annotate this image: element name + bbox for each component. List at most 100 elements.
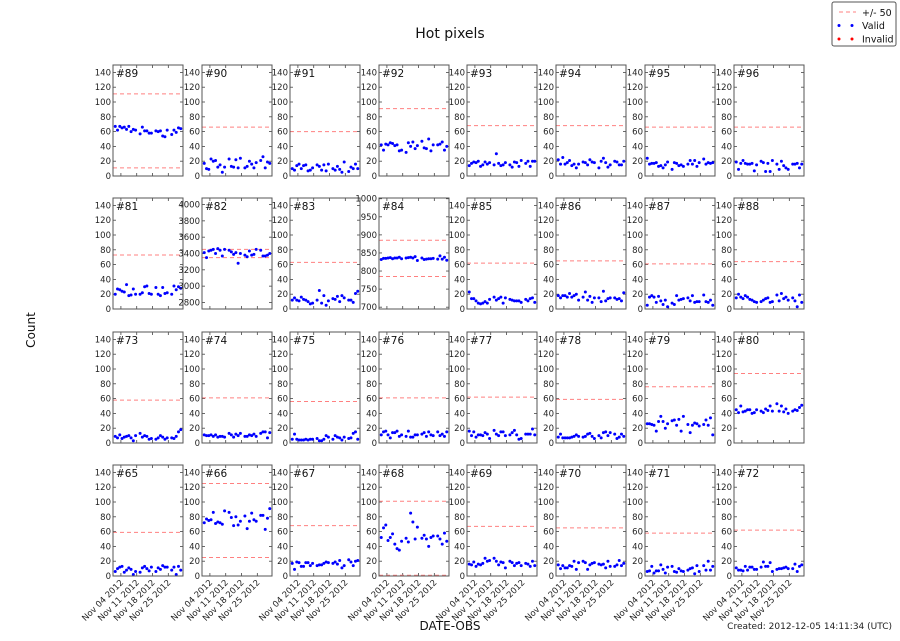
y-tick-label: 120: [95, 83, 111, 93]
y-tick-label: 0: [372, 172, 377, 182]
y-tick-label: 40: [100, 142, 111, 152]
data-point: [400, 433, 404, 437]
panel-background: [556, 65, 626, 176]
data-point: [236, 434, 240, 438]
data-point: [793, 562, 797, 566]
legend-label-valid: Valid: [862, 21, 885, 32]
y-tick-label: 0: [549, 572, 554, 582]
y-tick-label: 120: [184, 350, 200, 360]
data-point: [503, 566, 507, 570]
data-point: [570, 564, 574, 568]
panel-88: 0 20 40 60 80 100 120 140 #88: [716, 197, 805, 315]
data-point: [791, 162, 795, 166]
panel-label: #88: [737, 201, 759, 213]
y-tick-label: 0: [549, 439, 554, 449]
data-point: [223, 247, 227, 251]
data-point: [677, 567, 681, 571]
data-point: [622, 291, 626, 295]
y-tick-label: 800: [361, 267, 377, 277]
data-point: [429, 257, 433, 261]
data-point: [163, 565, 167, 569]
data-point: [619, 163, 623, 167]
data-point: [681, 570, 685, 574]
data-point: [613, 296, 617, 300]
data-point: [488, 437, 492, 441]
data-point: [770, 570, 774, 574]
data-point: [338, 300, 342, 304]
data-point: [397, 255, 401, 259]
data-point: [165, 565, 169, 569]
data-point: [672, 161, 676, 165]
data-point: [526, 562, 530, 566]
data-point: [411, 520, 415, 524]
y-tick-label: 60: [454, 395, 465, 405]
data-point: [586, 567, 590, 571]
y-tick-label: 60: [100, 261, 111, 271]
data-point: [524, 432, 528, 436]
y-tick-label: 100: [449, 98, 465, 108]
y-tick-label: 0: [460, 439, 465, 449]
y-tick-label: 60: [454, 528, 465, 538]
data-point: [243, 253, 247, 257]
data-point: [470, 563, 474, 567]
y-tick-label: 60: [543, 528, 554, 538]
data-point: [356, 289, 360, 293]
data-point: [353, 291, 357, 295]
panel-frame: [555, 64, 627, 177]
data-point: [739, 295, 743, 299]
y-tick-label: 20: [100, 424, 111, 434]
data-point: [413, 433, 417, 437]
data-point: [259, 431, 263, 435]
data-point: [688, 431, 692, 435]
y-tick-label: 0: [460, 572, 465, 582]
data-point: [424, 434, 428, 438]
y-tick-label: 80: [189, 380, 200, 390]
data-point: [340, 294, 344, 298]
data-point: [311, 166, 315, 170]
panel-frame: [644, 64, 716, 177]
data-point: [340, 566, 344, 570]
y-tick-label: 80: [277, 380, 288, 390]
data-point: [134, 570, 138, 574]
data-point: [131, 127, 135, 131]
data-point: [145, 434, 149, 438]
data-point: [207, 434, 211, 438]
data-point: [695, 564, 699, 568]
data-point: [122, 290, 126, 294]
data-point: [290, 561, 294, 565]
data-point: [708, 298, 712, 302]
data-point: [530, 559, 534, 563]
data-point: [388, 536, 392, 540]
data-point: [761, 411, 765, 415]
data-point: [597, 166, 601, 170]
data-point: [592, 161, 596, 165]
data-point: [247, 249, 251, 253]
data-point: [472, 297, 476, 301]
data-point: [528, 432, 532, 436]
data-point: [472, 430, 476, 434]
data-point: [570, 164, 574, 168]
data-point: [218, 163, 222, 167]
data-point: [388, 141, 392, 145]
data-point: [597, 434, 601, 438]
data-point: [706, 559, 710, 563]
data-point: [690, 566, 694, 570]
panel-label: #74: [205, 335, 227, 347]
data-point: [766, 564, 770, 568]
data-point: [761, 298, 765, 302]
data-point: [356, 558, 360, 562]
y-tick-label: 100: [716, 365, 732, 375]
y-tick-label: 140: [95, 68, 111, 78]
data-point: [245, 527, 249, 531]
y-tick-label: 40: [632, 275, 643, 285]
y-tick-label: 60: [454, 128, 465, 138]
data-point: [214, 158, 218, 162]
y-tick-label: 40: [454, 275, 465, 285]
panel-background: [202, 65, 272, 176]
data-point: [592, 437, 596, 441]
data-point: [322, 437, 326, 441]
data-point: [304, 561, 308, 565]
y-tick-label: 0: [106, 572, 111, 582]
data-point: [737, 411, 741, 415]
data-point: [570, 295, 574, 299]
